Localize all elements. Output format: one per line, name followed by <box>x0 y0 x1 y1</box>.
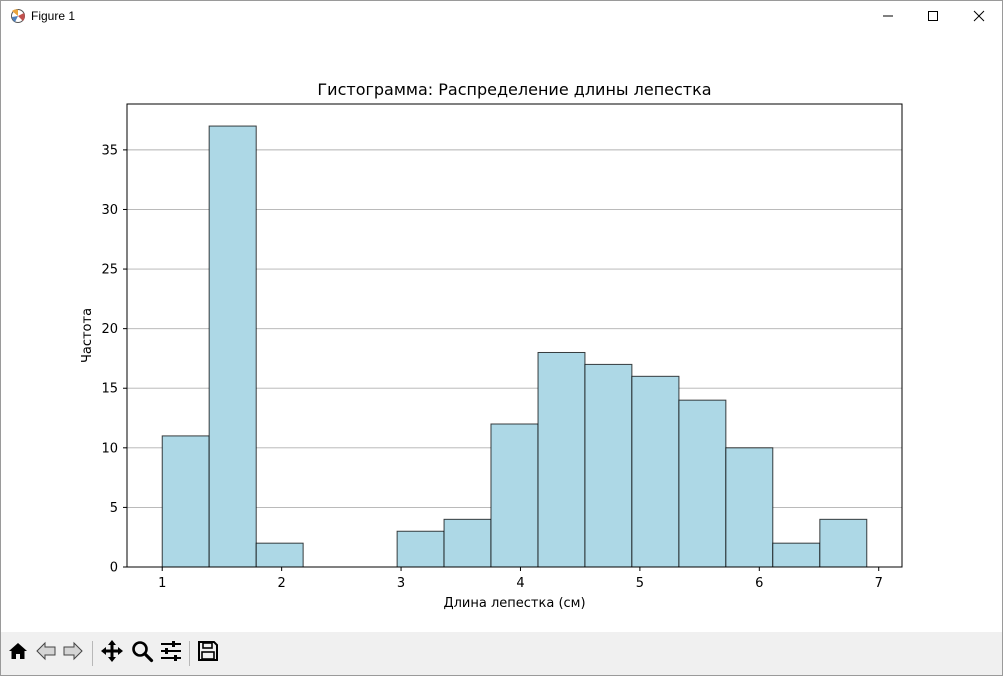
back-arrow-icon <box>35 640 57 666</box>
histogram-bar <box>443 518 492 568</box>
y-tick-label: 35 <box>101 143 118 158</box>
histogram-bar <box>725 447 774 568</box>
x-tick-label: 5 <box>636 576 644 591</box>
histogram-bar <box>490 423 539 568</box>
histogram-bars <box>161 125 868 568</box>
minimize-icon <box>882 7 894 26</box>
zoom-icon <box>130 639 154 667</box>
figure-canvas[interactable]: 1 2 3 4 5 6 7 0 5 10 15 20 25 30 35 Гистограмма: Расп… <box>1 32 1002 632</box>
histogram-bar <box>678 399 727 568</box>
x-tick-label: 6 <box>755 576 763 591</box>
histogram-bar <box>584 363 633 568</box>
y-axis-ticks: 0 5 10 15 20 25 30 35 <box>101 143 127 576</box>
y-tick-label: 30 <box>101 203 118 218</box>
y-tick-label: 25 <box>101 263 118 278</box>
y-tick-label: 20 <box>101 322 118 337</box>
back-button[interactable] <box>31 638 61 668</box>
sliders-icon <box>159 639 183 667</box>
x-axis-ticks: 1 2 3 4 5 6 7 <box>158 567 883 591</box>
navigation-toolbar <box>1 632 1002 675</box>
window-title: Figure 1 <box>31 9 76 23</box>
histogram-chart: 1 2 3 4 5 6 7 0 5 10 15 20 25 30 35 Гистограмма: Расп… <box>80 80 903 611</box>
histogram-bar <box>161 435 210 568</box>
forward-button[interactable] <box>58 638 88 668</box>
plot-frame <box>126 103 903 568</box>
home-icon <box>7 640 29 666</box>
y-tick-label: 15 <box>101 382 118 397</box>
x-tick-label: 2 <box>278 576 286 591</box>
y-tick-label: 0 <box>110 561 118 576</box>
move-icon <box>100 639 124 667</box>
configure-subplots-button[interactable] <box>156 638 186 668</box>
maximize-icon <box>927 7 939 26</box>
histogram-bar <box>772 542 821 568</box>
close-button[interactable] <box>956 1 1002 32</box>
y-axis-label: Частота <box>80 308 95 363</box>
home-button[interactable] <box>3 638 33 668</box>
chart-title: Гистограмма: Распределение длины лепестк… <box>317 80 711 99</box>
toolbar-separator <box>92 641 93 666</box>
save-icon <box>197 640 219 666</box>
zoom-button[interactable] <box>127 638 157 668</box>
x-tick-label: 1 <box>158 576 166 591</box>
x-tick-label: 3 <box>397 576 405 591</box>
histogram-bar <box>208 125 257 568</box>
title-bar: Figure 1 <box>1 1 1002 32</box>
pan-button[interactable] <box>97 638 127 668</box>
toolbar-separator <box>189 641 190 666</box>
close-icon <box>973 7 985 26</box>
histogram-bar <box>396 530 445 568</box>
matplotlib-figure-icon <box>9 7 27 25</box>
histogram-bar <box>819 518 868 568</box>
y-tick-label: 10 <box>101 441 118 456</box>
x-tick-label: 4 <box>516 576 524 591</box>
minimize-button[interactable] <box>865 1 911 32</box>
histogram-bar <box>537 351 586 568</box>
histogram-bar <box>255 542 304 568</box>
histogram-bar <box>631 375 680 568</box>
maximize-button[interactable] <box>910 1 956 32</box>
save-button[interactable] <box>193 638 223 668</box>
x-axis-label: Длина лепестка (см) <box>443 596 585 611</box>
y-tick-label: 5 <box>110 501 118 516</box>
forward-arrow-icon <box>62 640 84 666</box>
x-tick-label: 7 <box>875 576 883 591</box>
